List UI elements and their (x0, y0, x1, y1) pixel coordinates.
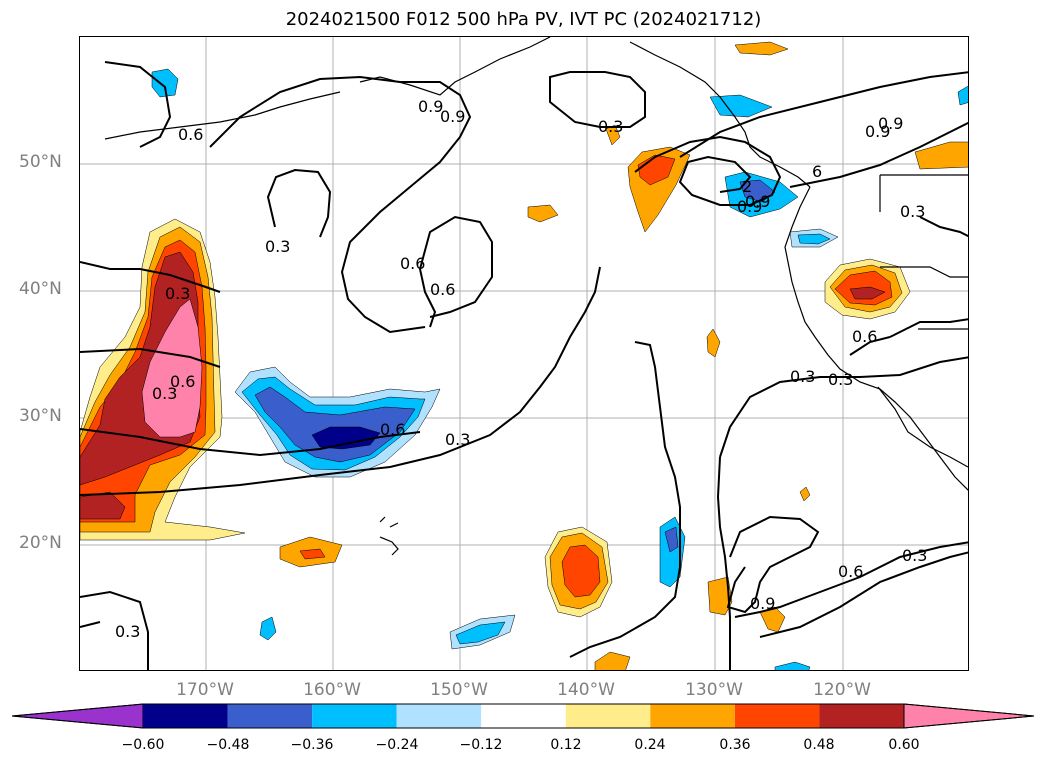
contour-label-group: 0.9 0.6 0.3 0.9 0.3 0.6 0.3 0.3 0.6 0.3 … (115, 97, 927, 641)
lon-label-160w: 160°W (303, 680, 361, 700)
pv-positive-west (80, 218, 246, 541)
colorbar-segment (312, 704, 397, 728)
colorbar-segment (565, 704, 651, 728)
contour-label: 0.9 (745, 192, 770, 211)
colorbar-segment (143, 704, 228, 728)
contour-label: 0.3 (598, 117, 623, 136)
contour-label: 2 (742, 177, 752, 196)
contour-label: 0.6 (400, 254, 425, 273)
contour-label: 0.3 (790, 367, 815, 386)
contour-label: 0.9 (737, 197, 762, 216)
colorbar-tick: −0.12 (459, 737, 503, 753)
contour-label: 0.3 (902, 546, 927, 565)
colorbar-segment (396, 704, 482, 728)
contour-label: 0.9 (418, 97, 443, 116)
colorbar-tick: 0.24 (634, 737, 666, 753)
map-canvas: 0.9 0.6 0.3 0.9 0.3 0.6 0.3 0.3 0.6 0.3 … (80, 37, 968, 670)
colorbar-tick: −0.24 (375, 737, 419, 753)
colorbar-tick: 0.48 (803, 737, 835, 753)
contour-label: 0.3 (265, 237, 290, 256)
contour-label: 0.6 (852, 327, 877, 346)
colorbar-tick: 0.12 (550, 737, 582, 753)
colorbar (12, 703, 1035, 729)
lon-label-140w: 140°W (557, 680, 615, 700)
colorbar-tick: 0.36 (719, 737, 751, 753)
colorbar-segment (227, 704, 313, 728)
contour-label: 0.3 (445, 430, 470, 449)
contour-label: 0.6 (838, 562, 863, 581)
lat-label-30n: 30°N (19, 406, 62, 426)
contour-label: 0.3 (152, 384, 177, 403)
contour-label: 0.3 (900, 202, 925, 221)
colorbar-tick: −0.48 (206, 737, 250, 753)
lon-label-130w: 130°W (685, 680, 743, 700)
pv-negative-central (234, 366, 441, 478)
lat-label-50n: 50°N (19, 152, 62, 172)
contour-label: 0.9 (750, 594, 775, 613)
contour-label: 0.3 (828, 370, 853, 389)
contour-label: 0.6 (430, 280, 455, 299)
contour-label: 6 (812, 162, 822, 181)
colorbar-segment (819, 704, 904, 728)
contour-label: 0.9 (440, 107, 465, 126)
contour-label: 0.6 (380, 420, 405, 439)
colorbar-tick: −0.60 (121, 737, 165, 753)
contour-label: 0.6 (170, 372, 195, 391)
lon-label-150w: 150°W (430, 680, 488, 700)
colorbar-tick: 0.60 (888, 737, 920, 753)
colorbar-extend-min (12, 703, 144, 729)
map-panel: 0.9 0.6 0.3 0.9 0.3 0.6 0.3 0.3 0.6 0.3 … (79, 36, 969, 671)
colorbar-segment (734, 704, 820, 728)
lat-label-40n: 40°N (19, 279, 62, 299)
lon-label-120w: 120°W (813, 680, 871, 700)
lon-label-170w: 170°W (176, 680, 234, 700)
contour-label: 0.6 (178, 125, 203, 144)
colorbar-outline (12, 703, 1035, 729)
colorbar-segment (481, 704, 566, 728)
lat-label-20n: 20°N (19, 533, 62, 553)
contour-lines (80, 61, 968, 670)
contour-label: 0.3 (165, 284, 190, 303)
contour-label: 0.3 (115, 622, 140, 641)
colorbar-extend-max (903, 703, 1035, 729)
colorbar-segment (650, 704, 735, 728)
map-title: 2024021500 F012 500 hPa PV, IVT PC (2024… (285, 9, 762, 30)
contour-label: 0.9 (865, 122, 890, 141)
colorbar-tick: −0.36 (290, 737, 334, 753)
contour-label: 0.9 (878, 114, 903, 133)
